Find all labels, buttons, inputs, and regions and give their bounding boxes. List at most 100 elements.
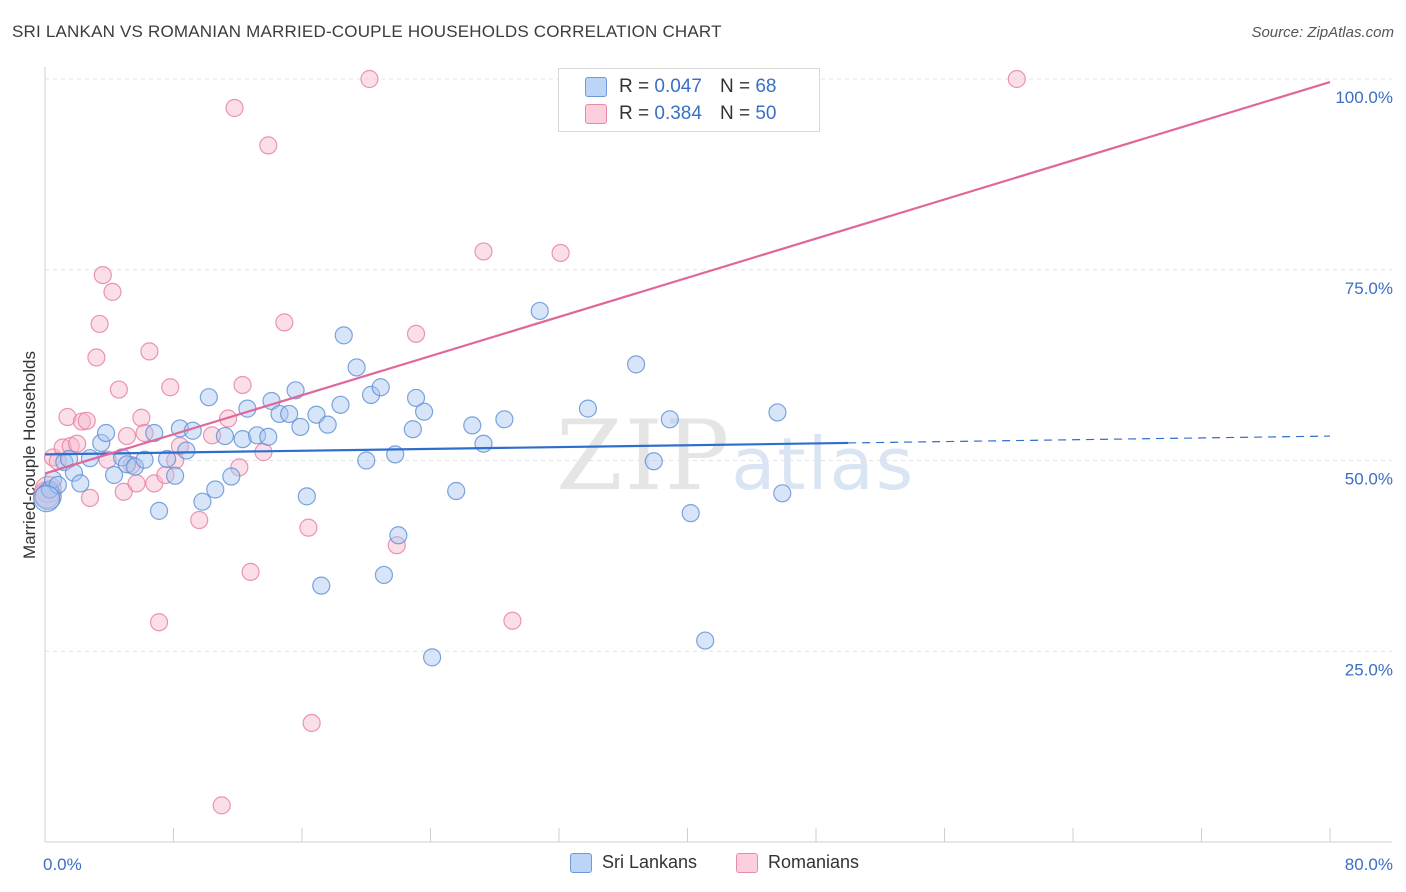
- romanian-point: [212, 796, 231, 815]
- sri-lankan-trendline-extension: [848, 435, 1331, 444]
- sri-lankan-point: [447, 481, 466, 501]
- romanian-point: [77, 411, 96, 430]
- legend-row-sri-lankans: R = 0.047 N = 68: [585, 75, 776, 99]
- romanian-point: [156, 465, 175, 485]
- sri-lankan-point: [578, 399, 598, 418]
- legend-swatch-blue: [585, 77, 607, 97]
- romanian-point: [140, 342, 159, 361]
- sri-lankan-point: [270, 404, 289, 424]
- romanian-point: [103, 282, 122, 301]
- series-legend: Sri Lankans Romanians: [0, 852, 1406, 876]
- sri-lankan-point: [193, 492, 212, 511]
- watermark: ZIPatlas: [556, 400, 915, 512]
- sri-lankan-point: [318, 415, 337, 434]
- sri-lankan-point: [660, 410, 679, 429]
- legend-n-label: N =: [719, 103, 751, 124]
- romanian-point: [90, 314, 109, 334]
- x-tick-label: 80.0%: [1345, 855, 1393, 874]
- romanian-point: [474, 242, 493, 261]
- romanian-point: [233, 375, 252, 395]
- legend-r-value: 0.047: [654, 76, 702, 97]
- romanian-point: [299, 518, 318, 537]
- romanian-point: [117, 426, 137, 446]
- sri-lankan-point: [312, 576, 331, 595]
- sri-lankan-trendline: [44, 441, 849, 456]
- sri-lankan-point: [104, 465, 124, 485]
- y-tick-label: 100.0%: [1335, 88, 1393, 107]
- romanian-point: [109, 380, 128, 399]
- romanian-point: [93, 265, 112, 285]
- chart-source: Source: ZipAtlas.com: [1251, 24, 1394, 41]
- sri-lankan-point: [361, 385, 381, 404]
- sri-lankan-point: [371, 378, 390, 397]
- y-tick-label: 75.0%: [1345, 279, 1393, 298]
- sri-lankan-point: [177, 441, 196, 460]
- sri-lankan-point: [286, 381, 305, 400]
- sri-lankan-point: [291, 417, 310, 437]
- sri-lankan-point: [474, 434, 493, 453]
- legend-item-romanians[interactable]: Romanians: [736, 852, 859, 873]
- romanian-point: [72, 412, 92, 431]
- sri-lankan-point: [681, 504, 700, 523]
- sri-lankan-point: [145, 423, 164, 443]
- romanian-point: [135, 423, 154, 443]
- romanian-point: [503, 611, 522, 630]
- sri-lankan-point: [347, 358, 366, 377]
- sri-lankan-point: [166, 466, 185, 485]
- sri-lankan-point: [297, 487, 316, 506]
- legend-item-sri-lankans[interactable]: Sri Lankans: [570, 852, 697, 873]
- sri-lankan-point: [530, 301, 549, 321]
- legend-swatch-blue: [570, 852, 592, 873]
- sri-lankan-point: [423, 648, 442, 667]
- sri-lankan-point: [222, 467, 241, 486]
- legend-n-value: 50: [755, 103, 777, 124]
- sri-lankan-point: [463, 416, 482, 435]
- sri-lankan-point: [149, 501, 169, 520]
- sri-lankan-point: [92, 433, 111, 453]
- chart-title: SRI LANKAN VS ROMANIAN MARRIED-COUPLE HO…: [12, 22, 722, 41]
- romanian-point: [360, 69, 379, 89]
- sri-lankan-point: [331, 395, 350, 414]
- sri-lankan-point: [403, 420, 422, 439]
- sri-lankan-point: [357, 451, 376, 470]
- sri-lankan-point: [135, 450, 154, 469]
- legend-row-romanians: R = 0.384 N = 50: [585, 102, 776, 126]
- romanian-point: [68, 434, 87, 453]
- romanian-point: [202, 426, 222, 445]
- romanian-point: [241, 562, 260, 581]
- legend-swatch-pink: [585, 104, 607, 124]
- sri-lankan-point: [334, 326, 353, 345]
- romanian-point: [225, 98, 244, 118]
- romanian-point: [149, 613, 169, 632]
- romanian-point: [87, 348, 106, 367]
- sri-lankan-point: [96, 423, 116, 443]
- sri-lankan-point: [414, 402, 434, 421]
- romanian-point: [275, 313, 294, 332]
- sri-lankan-point: [389, 526, 408, 545]
- sri-lankan-point: [495, 410, 514, 429]
- romanian-point: [132, 408, 151, 427]
- romanian-point: [259, 136, 278, 155]
- legend-label: Sri Lankans: [602, 852, 698, 872]
- romanian-point: [114, 482, 133, 501]
- watermark-zip: ZIP: [556, 400, 732, 512]
- romanian-point: [302, 713, 321, 733]
- sri-lankan-point: [374, 565, 394, 585]
- romanian-point: [161, 378, 180, 397]
- sri-lankan-point: [626, 355, 646, 374]
- legend-n-value: 68: [755, 76, 777, 97]
- romanian-point: [80, 488, 100, 507]
- romanian-point: [58, 407, 77, 427]
- legend-swatch-pink: [736, 852, 758, 873]
- sri-lankan-point: [280, 404, 299, 424]
- romanian-point: [1007, 69, 1026, 89]
- romanian-point: [190, 510, 209, 530]
- romanian-point: [551, 243, 570, 263]
- sri-lankan-point: [768, 403, 787, 422]
- correlation-legend: R = 0.047 N = 68 R = 0.384 N = 50: [558, 68, 820, 132]
- y-tick-label: 25.0%: [1345, 660, 1393, 679]
- watermark-atlas: atlas: [731, 422, 916, 506]
- romanian-point: [127, 474, 146, 493]
- sri-lankan-point: [406, 388, 426, 408]
